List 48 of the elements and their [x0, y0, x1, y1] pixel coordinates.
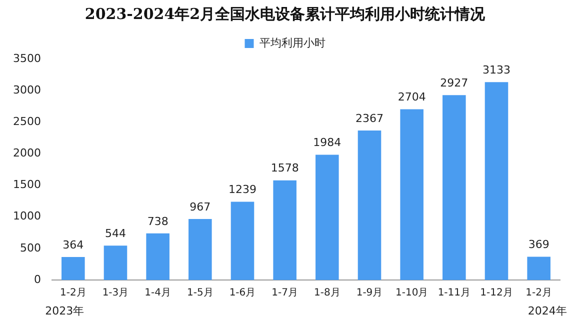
y-tick-label: 3000	[12, 83, 41, 96]
x-tick-label: 1-11月	[438, 288, 471, 299]
x-tick-label: 1-8月	[314, 288, 340, 299]
bar	[104, 246, 128, 280]
x-tick-label: 1-4月	[144, 288, 171, 299]
bar	[527, 256, 550, 280]
y-tick-label: 0	[34, 272, 41, 286]
y-tick-label: 500	[20, 241, 41, 254]
data-label: 967	[190, 200, 211, 214]
y-tick-label: 2000	[12, 146, 41, 160]
y-tick-label: 2500	[12, 115, 41, 128]
data-label: 3133	[482, 64, 510, 77]
x-tick-label: 1-12月	[480, 288, 513, 299]
data-label: 738	[147, 214, 168, 228]
bar	[400, 109, 424, 280]
bar	[188, 218, 212, 280]
data-label: 2704	[398, 90, 426, 104]
bar	[146, 233, 170, 280]
bar	[273, 180, 296, 280]
y-tick-label: 1500	[12, 178, 41, 192]
legend-label: 平均利用小时	[259, 36, 326, 50]
bar	[484, 82, 508, 280]
bar	[442, 95, 466, 280]
y-tick-label: 1000	[12, 210, 41, 223]
chart-title: 2023-2024年2月全国水电设备累计平均利用小时统计情况	[84, 4, 486, 23]
data-label: 1239	[228, 183, 256, 196]
bar	[316, 154, 339, 280]
x-tick-label: 1-2月	[526, 288, 552, 299]
y-tick-label: 3500	[12, 52, 41, 65]
data-label: 2367	[356, 112, 384, 125]
bar	[358, 130, 382, 280]
data-label: 2927	[440, 76, 468, 90]
data-label: 369	[528, 238, 550, 252]
x-tick-label: 1-5月	[186, 288, 214, 299]
data-label: 544	[104, 227, 126, 240]
text: 2023年	[45, 304, 84, 318]
x-tick-label: 1-7月	[272, 288, 298, 299]
bar	[230, 202, 254, 280]
x-tick-label: 1-9月	[356, 288, 383, 299]
x-tick-label: 1-2月	[60, 288, 86, 299]
data-label: 1578	[270, 162, 299, 175]
x-tick-label: 1-6月	[229, 288, 256, 299]
data-label: 1984	[313, 136, 342, 150]
text: 2024年	[528, 304, 567, 318]
x-tick-label: 1-10月	[395, 288, 428, 299]
bar	[62, 257, 85, 280]
x-tick-label: 1-3月	[102, 288, 129, 299]
data-label: 364	[62, 238, 84, 252]
